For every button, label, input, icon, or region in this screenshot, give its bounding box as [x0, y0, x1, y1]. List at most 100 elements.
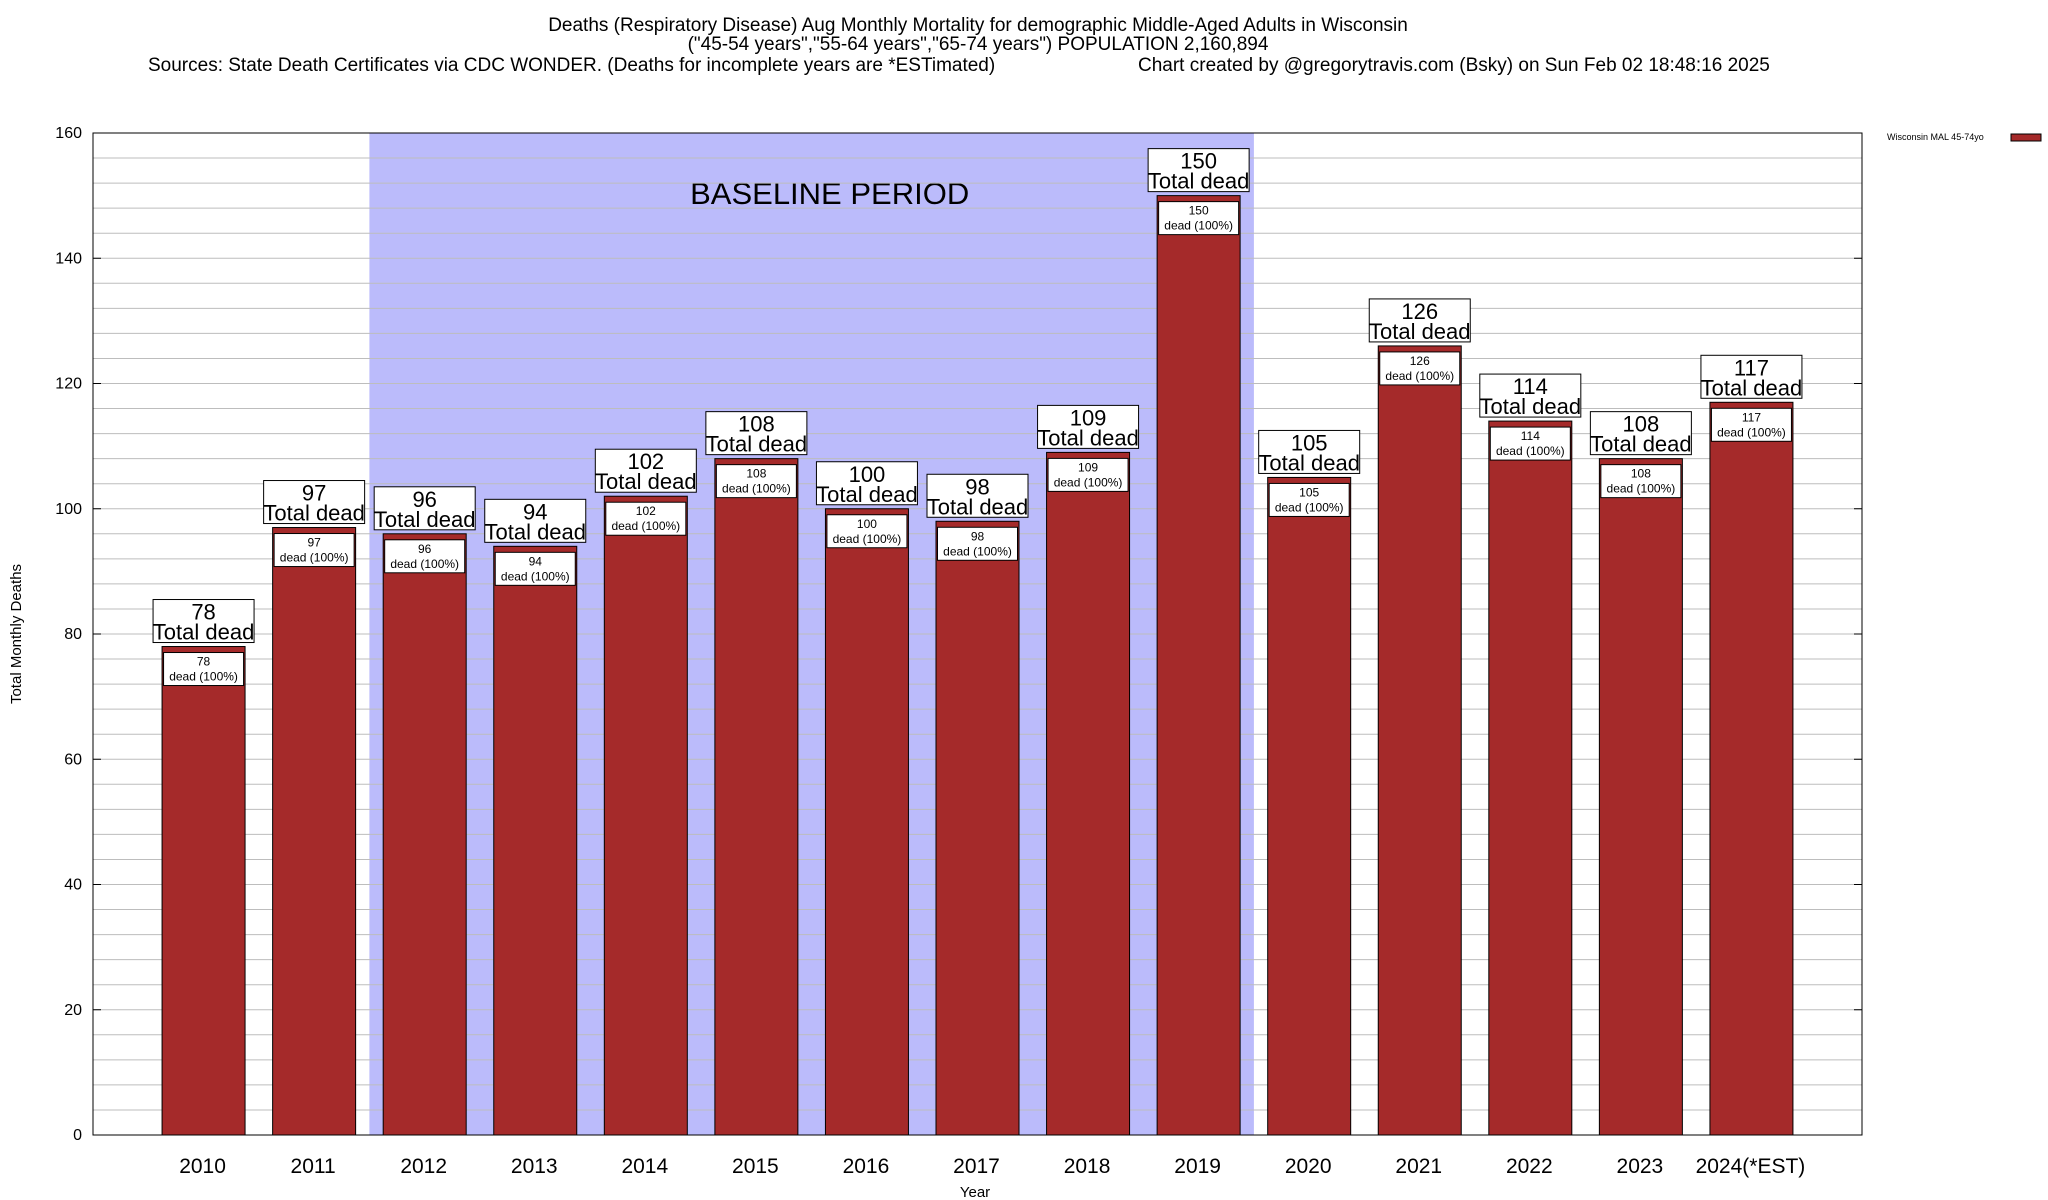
bar-top-value: 150	[1180, 149, 1217, 174]
bar-top-value: 78	[191, 600, 215, 625]
bar-inner-label: dead (100%)	[280, 551, 349, 565]
x-tick-label: 2022	[1506, 1155, 1553, 1178]
bar-inner-label-box	[384, 539, 466, 574]
bar-top-value: 126	[1401, 299, 1438, 324]
y-tick-label: 100	[55, 501, 82, 518]
bar-inner-label: dead (100%)	[169, 670, 238, 684]
chart-subtitle: ("45-54 years","55-64 years","65-74 year…	[688, 34, 1269, 55]
bar-top-label: Total dead	[1037, 425, 1139, 450]
bar-inner-label: dead (100%)	[611, 519, 680, 533]
bar-inner-value: 94	[529, 554, 543, 568]
bar	[714, 458, 799, 1136]
bar-top-value: 97	[302, 481, 326, 506]
bar	[1267, 476, 1352, 1136]
bar	[1598, 458, 1683, 1136]
bar-top-label: Total dead	[1480, 394, 1582, 419]
y-tick-label: 20	[64, 1002, 82, 1019]
chart-title: Deaths (Respiratory Disease) Aug Monthly…	[548, 15, 1408, 36]
x-tick-label: 2011	[291, 1155, 336, 1178]
bar-inner-label: dead (100%)	[1717, 425, 1786, 439]
bar-top-label: Total dead	[1701, 375, 1803, 400]
bar-top-value: 98	[965, 474, 989, 499]
bar-inner-label-box	[1600, 464, 1682, 499]
bar	[272, 527, 357, 1136]
bar-top-label: Total dead	[927, 494, 1029, 519]
bar-top-value: 94	[523, 499, 547, 524]
bar-inner-label: dead (100%)	[722, 482, 791, 496]
bar	[382, 533, 467, 1136]
bar-top-label-box	[705, 411, 808, 456]
bar-inner-label: dead (100%)	[1275, 500, 1344, 514]
bar-top-label: Total dead	[1369, 319, 1471, 344]
chart-sources: Sources: State Death Certificates via CD…	[148, 55, 995, 76]
bar-inner-value: 109	[1078, 460, 1098, 474]
bar-inner-label-box	[1379, 351, 1461, 386]
bar-top-label: Total dead	[263, 501, 365, 526]
bar-top-value: 108	[738, 412, 775, 437]
bar-inner-label-box	[1047, 457, 1129, 492]
bar	[603, 495, 688, 1136]
bar-top-label: Total dead	[816, 482, 918, 507]
bar-inner-label: dead (100%)	[943, 544, 1012, 558]
bar-inner-label: dead (100%)	[1496, 444, 1565, 458]
bar-inner-label-box	[494, 551, 576, 586]
x-tick-label: 2012	[400, 1155, 447, 1178]
bar-top-value: 105	[1291, 430, 1328, 455]
bar-inner-label-box	[1489, 426, 1571, 461]
x-tick-label: 2016	[843, 1155, 890, 1178]
bar-top-label: Total dead	[595, 469, 697, 494]
bar-inner-label: dead (100%)	[1164, 219, 1233, 233]
bar-inner-label: dead (100%)	[1607, 482, 1676, 496]
bar-top-label: Total dead	[484, 519, 586, 544]
bar	[493, 545, 578, 1136]
bar-top-label-box	[1479, 373, 1582, 418]
bar-top-label-box	[1368, 298, 1471, 343]
bar	[1488, 420, 1573, 1136]
bar	[1377, 345, 1462, 1136]
bar-inner-label-box	[163, 652, 245, 687]
bar-inner-value: 108	[1631, 467, 1651, 481]
bar-top-label-box	[152, 599, 255, 644]
bar-inner-value: 98	[971, 529, 985, 543]
bar-inner-label-box	[1710, 407, 1792, 442]
bar-inner-label: dead (100%)	[501, 569, 570, 583]
bar-top-value: 100	[849, 462, 886, 487]
y-tick-label: 40	[64, 877, 82, 894]
bar-inner-label-box	[1158, 201, 1240, 236]
bar-inner-value: 105	[1299, 485, 1319, 499]
plot-frame	[92, 132, 1863, 1136]
bar-top-value: 108	[1623, 412, 1660, 437]
y-tick-label: 0	[73, 1127, 82, 1144]
x-axis-labels: 2010 2011 2012 2013 2014 2015 2016 2017 2018 2019…	[179, 1155, 1805, 1178]
bar-inner-value: 126	[1410, 354, 1430, 368]
bar-top-label-box	[1147, 148, 1250, 193]
y-tick-label: 140	[55, 250, 82, 267]
x-tick-label: 2023	[1617, 1155, 1664, 1178]
chart-credit: Chart created by @gregorytravis.com (Bsk…	[1138, 55, 1770, 76]
bar	[935, 520, 1020, 1136]
bar-inner-label: dead (100%)	[833, 532, 902, 546]
bar-inner-value: 150	[1189, 204, 1209, 218]
x-tick-label: 2014	[621, 1155, 668, 1178]
bar	[1156, 195, 1241, 1136]
bar-inner-value: 117	[1742, 410, 1761, 424]
y-tick-label: 80	[64, 626, 82, 643]
bar-inner-label-box	[273, 533, 355, 568]
bar-inner-label-box	[715, 464, 797, 499]
bar-inner-value: 100	[857, 517, 877, 531]
bar-top-label-box	[815, 461, 918, 506]
bar	[1046, 451, 1131, 1136]
bar-top-label: Total dead	[1590, 432, 1692, 457]
bar-top-label-box	[1589, 411, 1692, 456]
bar-top-value: 96	[412, 487, 436, 512]
x-tick-label: 2019	[1174, 1155, 1221, 1178]
bar-inner-label: dead (100%)	[390, 557, 459, 571]
bar-top-value: 102	[627, 449, 664, 474]
bar-top-value: 117	[1734, 355, 1769, 380]
x-tick-label: 2017	[953, 1155, 1000, 1178]
bar-inner-value: 78	[197, 655, 211, 669]
y-tick-label: 120	[55, 376, 82, 393]
bar-inner-label-box	[826, 514, 908, 549]
x-tick-label: 2020	[1285, 1155, 1332, 1178]
